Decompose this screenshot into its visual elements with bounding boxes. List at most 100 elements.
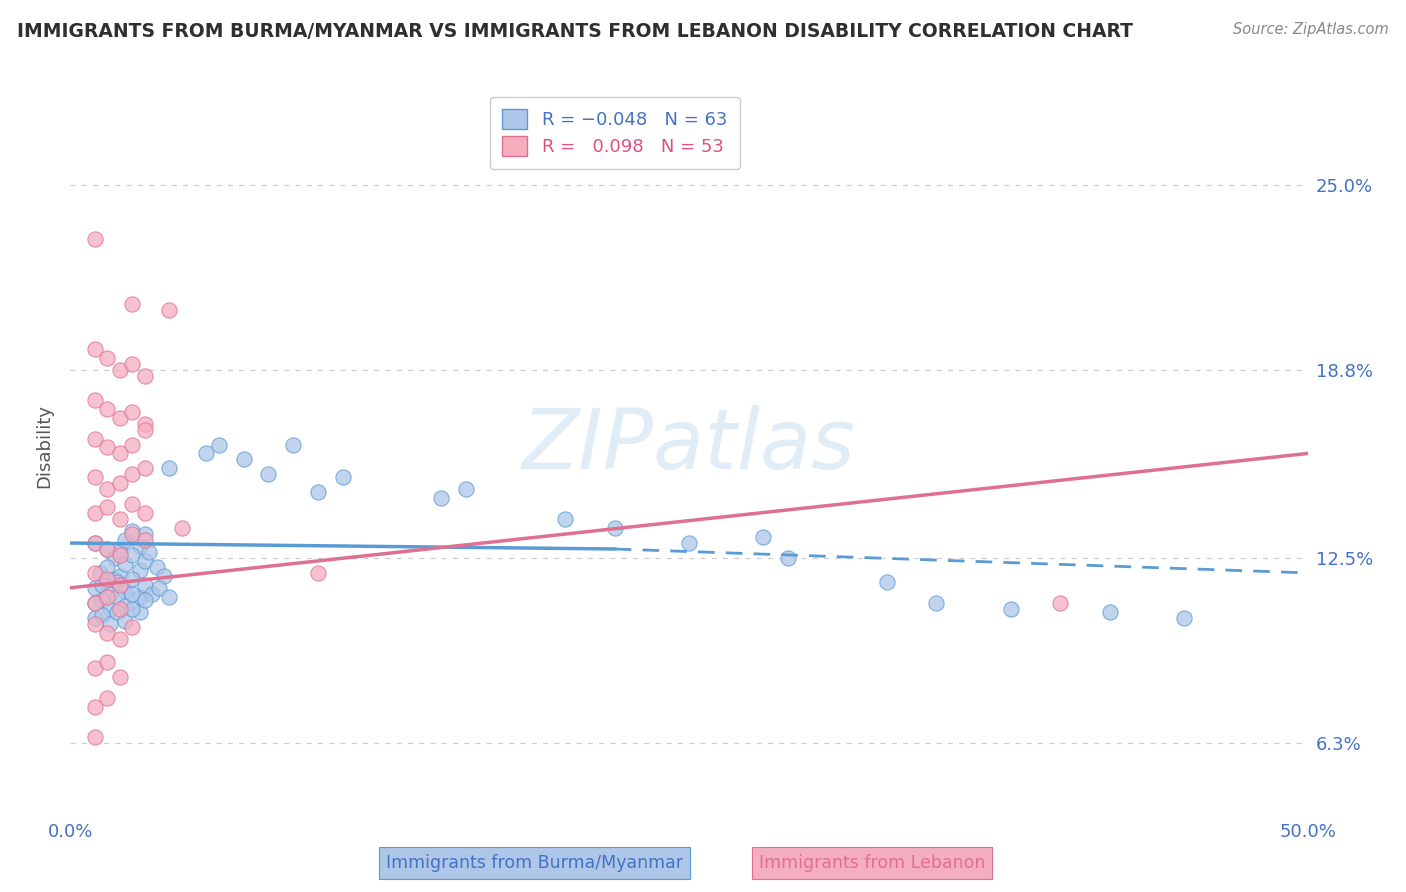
Point <box>128 590 150 604</box>
Point <box>84 392 107 407</box>
Point <box>84 231 107 245</box>
Point <box>195 446 218 460</box>
Point <box>108 545 131 559</box>
Point <box>121 601 143 615</box>
Point <box>121 497 143 511</box>
Point <box>104 551 127 566</box>
Point <box>134 527 156 541</box>
Point <box>114 583 136 598</box>
Point <box>84 581 107 595</box>
Point <box>121 548 143 562</box>
Point <box>108 446 131 460</box>
Point <box>876 574 898 589</box>
Point <box>121 527 143 541</box>
Text: Immigrants from Burma/Myanmar: Immigrants from Burma/Myanmar <box>385 855 683 872</box>
Point <box>157 590 180 604</box>
Point <box>121 467 143 482</box>
Point <box>134 368 156 383</box>
Point <box>84 536 107 550</box>
Point <box>84 596 107 610</box>
Point <box>84 342 107 356</box>
Point <box>146 560 169 574</box>
Point <box>114 614 136 628</box>
Point <box>108 632 131 646</box>
Point <box>121 572 143 586</box>
Point <box>456 483 478 497</box>
Point <box>128 539 150 553</box>
Point <box>128 605 150 619</box>
Point <box>208 437 231 451</box>
Point <box>114 557 136 571</box>
Point <box>121 587 143 601</box>
Point <box>105 574 128 589</box>
Point <box>96 500 118 515</box>
Point <box>148 581 170 595</box>
Point <box>96 541 118 556</box>
Point <box>157 303 180 318</box>
Point <box>1049 596 1071 610</box>
Point <box>153 569 176 583</box>
Point <box>1173 610 1195 624</box>
Point <box>128 563 150 577</box>
Point <box>232 452 254 467</box>
Point <box>84 566 107 580</box>
Point <box>281 437 304 451</box>
Point <box>98 616 121 631</box>
Point <box>138 545 160 559</box>
Text: Immigrants from Lebanon: Immigrants from Lebanon <box>758 855 986 872</box>
Point <box>121 524 143 538</box>
Point <box>84 506 107 520</box>
Point <box>752 530 775 544</box>
Point <box>96 401 118 416</box>
Point <box>96 483 118 497</box>
Point <box>96 560 118 574</box>
Point <box>96 691 118 706</box>
Point <box>84 730 107 744</box>
Point <box>134 506 156 520</box>
Point <box>108 601 131 615</box>
Point <box>141 587 163 601</box>
Point <box>108 476 131 491</box>
Point <box>96 625 118 640</box>
Point <box>121 357 143 371</box>
Point <box>84 610 107 624</box>
Point <box>134 578 156 592</box>
Point <box>134 423 156 437</box>
Point <box>84 432 107 446</box>
Point <box>98 601 121 615</box>
Point <box>84 616 107 631</box>
Point <box>114 533 136 547</box>
Point <box>84 596 107 610</box>
Y-axis label: Disability: Disability <box>35 404 53 488</box>
Point <box>105 605 128 619</box>
Point <box>84 700 107 714</box>
Point <box>91 592 114 607</box>
Point <box>98 587 121 601</box>
Point <box>108 578 131 592</box>
Point <box>114 599 136 613</box>
Point <box>121 297 143 311</box>
Point <box>134 533 156 547</box>
Text: Source: ZipAtlas.com: Source: ZipAtlas.com <box>1233 22 1389 37</box>
Point <box>108 548 131 562</box>
Point <box>307 485 329 500</box>
Point <box>1098 605 1121 619</box>
Point <box>121 437 143 451</box>
Point <box>121 405 143 419</box>
Point <box>96 541 118 556</box>
Point <box>776 551 799 566</box>
Point <box>84 470 107 484</box>
Point <box>108 569 131 583</box>
Point <box>96 590 118 604</box>
Point <box>108 410 131 425</box>
Point <box>430 491 453 506</box>
Point <box>96 351 118 365</box>
Point <box>925 596 948 610</box>
Point <box>1000 601 1022 615</box>
Point <box>91 607 114 622</box>
Point <box>84 536 107 550</box>
Legend: R = −0.048   N = 63, R =   0.098   N = 53: R = −0.048 N = 63, R = 0.098 N = 53 <box>489 96 740 169</box>
Point <box>603 521 626 535</box>
Point <box>307 566 329 580</box>
Point <box>134 554 156 568</box>
